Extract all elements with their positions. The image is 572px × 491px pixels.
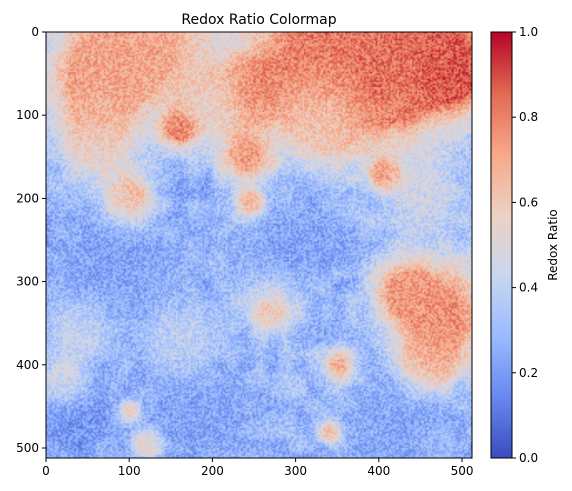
y-tick-label: 200 [16,191,39,205]
colorbar-tick-label: 0.0 [519,451,538,465]
plot-frame [45,31,473,459]
x-tick-label: 0 [42,464,50,478]
chart-title: Redox Ratio Colormap [181,12,336,28]
colorbar-label: Redox Ratio [546,209,560,281]
x-tick-label: 400 [367,464,390,478]
y-tick-label: 0 [31,25,39,39]
heatmap-image [46,32,472,458]
y-axis: 0 100 200 300 400 500 [16,25,46,455]
x-tick-label: 100 [118,464,141,478]
y-tick-label: 500 [16,441,39,455]
colorbar-tick-label: 1.0 [519,25,538,39]
y-tick-label: 300 [16,275,39,289]
colorbar-tick-label: 0.8 [519,110,538,124]
colorbar-tick-label: 0.2 [519,366,538,380]
y-tick-label: 400 [16,358,39,372]
y-tick-label: 100 [16,108,39,122]
colorbar [490,31,513,459]
colorbar-axis: 0.0 0.2 0.4 0.6 0.8 1.0 [512,25,538,465]
x-tick-label: 300 [284,464,307,478]
x-tick-label: 500 [451,464,474,478]
x-tick-label: 200 [201,464,224,478]
x-axis: 0 100 200 300 400 500 [42,458,473,478]
colorbar-tick-label: 0.6 [519,195,538,209]
colorbar-tick-label: 0.4 [519,281,538,295]
